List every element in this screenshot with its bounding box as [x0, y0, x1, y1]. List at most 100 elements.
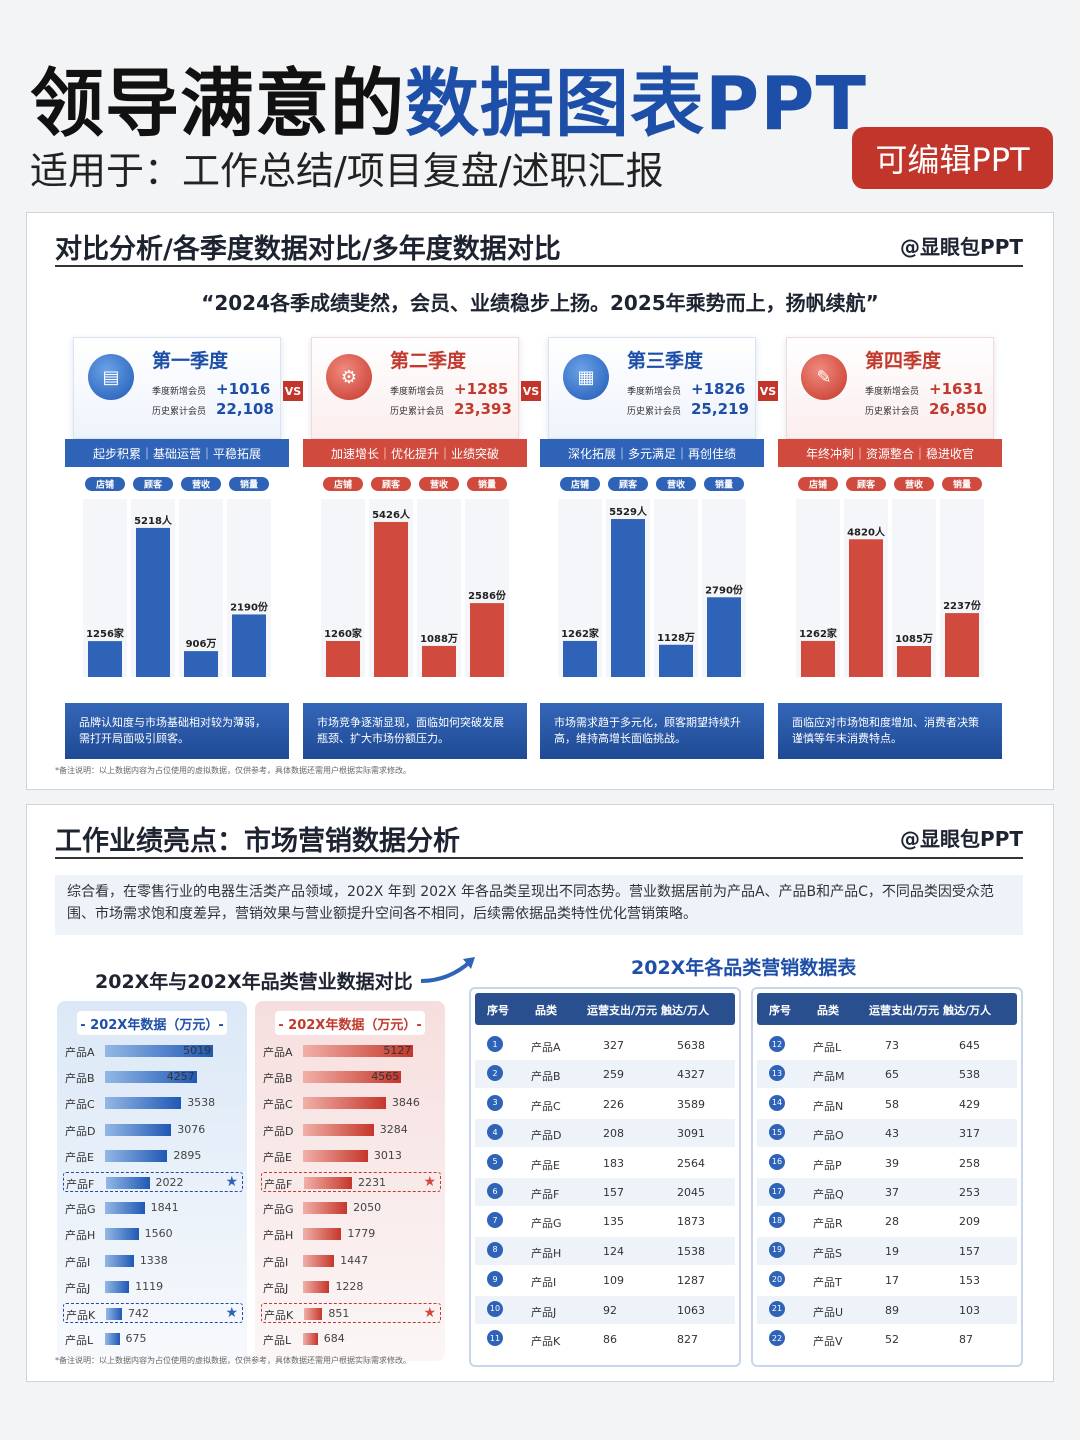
category-label: 店铺 [571, 479, 589, 491]
bar-value-label: 1256家 [86, 627, 125, 640]
table-row: 18 产品R 28 209 [757, 1207, 1017, 1235]
bar-value-label: 684 [323, 1332, 345, 1346]
new-members-row: 季度新增会员 +1826 [627, 380, 746, 398]
total-members-value: 25,219 [691, 400, 749, 418]
compare-bar-row: 产品E 3013 [261, 1146, 441, 1166]
bar-value-label: 3076 [177, 1122, 206, 1136]
bar [303, 1228, 342, 1241]
marketing-analysis-panel: 工作业绩亮点：市场营销数据分析 @显眼包PPT 综合看，在零售行业的电器生活类产… [26, 804, 1054, 1382]
table-row: 10 产品J 92 1063 [475, 1295, 735, 1324]
bar [303, 1149, 368, 1162]
trend-arrow-icon [420, 957, 475, 983]
category-pill [560, 477, 600, 491]
bar [105, 1333, 120, 1346]
star-icon: ★ [423, 1174, 436, 1190]
row-number-badge: 11 [487, 1330, 503, 1346]
new-members-row: 季度新增会员 +1285 [390, 380, 509, 398]
compare-bar-row: 产品K 742 ★ [63, 1303, 243, 1323]
category-label: 顾客 [619, 479, 638, 491]
category-label: 产品F [66, 1178, 95, 1191]
category-cell: 产品R [813, 1217, 843, 1231]
reach-cell: 2564 [677, 1156, 705, 1170]
spend-cell: 37 [885, 1186, 899, 1199]
spend-cell: 65 [885, 1068, 899, 1082]
bar-value-label: 1779 [347, 1227, 376, 1241]
row-number-badge: 18 [769, 1212, 785, 1229]
category-label: 产品H [65, 1229, 96, 1243]
table-row: 15 产品O 43 317 [757, 1119, 1017, 1148]
bar [303, 1071, 402, 1084]
reach-cell: 429 [959, 1097, 980, 1111]
quarter-tagline: 加速增长｜优化提升｜业绩突破 [303, 439, 527, 467]
category-label: 产品I [263, 1255, 289, 1269]
reach-cell: 645 [959, 1039, 980, 1052]
bar [232, 614, 266, 677]
bar-value-label: 2022 [155, 1176, 184, 1189]
compare-bar-row: 产品H 1560 [63, 1224, 243, 1244]
category-label: 产品A [263, 1046, 293, 1059]
compare-bar-row: 产品B 4257 [63, 1067, 243, 1087]
bar-value-label: 1119 [135, 1279, 164, 1293]
quarter-footer: 品牌认知度与市场基础相对较为薄弱，需打开局面吸引顾客。 [65, 703, 289, 759]
bar-value-label: 1228 [335, 1279, 364, 1293]
category-label: 营收 [905, 479, 923, 491]
bar-value-label: 5426人 [372, 508, 411, 521]
category-cell: 产品F [531, 1188, 560, 1201]
spend-cell: 89 [885, 1303, 899, 1317]
quarter-tagline: 年终冲刺｜资源整合｜稳进收官 [778, 439, 1002, 467]
spend-cell: 17 [885, 1274, 899, 1288]
table-row: 20 产品T 17 153 [757, 1266, 1017, 1294]
bar [303, 1123, 374, 1136]
quarter-chart-svg: 店铺 1256家 顾客 5218人 营收 906万 销量 2190份 [83, 477, 271, 677]
table-header: 序号 品类 运营支出/万元 触达/万人 [757, 993, 1017, 1025]
header-cell: 触达/万人 [661, 1004, 710, 1017]
bar-track [179, 499, 223, 677]
category-label: 顾客 [857, 479, 876, 491]
bar [105, 1228, 139, 1241]
category-label: 产品D [263, 1124, 294, 1138]
reach-cell: 87 [959, 1333, 973, 1346]
table-row: 1 产品A 327 5638 [475, 1031, 735, 1059]
reach-cell: 827 [677, 1333, 698, 1346]
quarter-name: 第一季度 [152, 350, 229, 372]
compare-bar-row: 产品L 675 [63, 1329, 243, 1349]
row-number-badge: 21 [769, 1300, 785, 1317]
header-cell: 品类 [817, 1004, 839, 1017]
row-number-badge: 1 [487, 1036, 503, 1052]
quarter-card: ▦ 第三季度 季度新增会员 +1826 历史累计会员 25,219 深化拓展｜多元满足｜再创… [540, 331, 764, 763]
star-icon: ★ [225, 1305, 238, 1321]
bar [136, 527, 170, 677]
category-pill [85, 477, 125, 491]
category-cell: 产品B [531, 1070, 561, 1084]
bar [105, 1097, 182, 1110]
bar-value-label: 1338 [139, 1253, 168, 1267]
bar [105, 1254, 134, 1267]
bar [422, 645, 456, 677]
bar-value-label: 2237份 [943, 599, 982, 612]
new-members-row: 季度新增会员 +1016 [152, 380, 271, 398]
page-title: 领导满意的数据图表PPT [30, 44, 867, 151]
row-number-badge: 10 [487, 1300, 503, 1317]
editable-ppt-badge[interactable]: 可编辑PPT [852, 127, 1053, 189]
row-number-badge: 8 [487, 1241, 503, 1258]
category-label: 产品G [263, 1203, 294, 1217]
brand-label: @显眼包PPT [900, 827, 1023, 851]
title-blue-part: 数据图表PPT [405, 61, 867, 147]
table-row: 2 产品B 259 4327 [475, 1060, 735, 1089]
category-label: 产品D [65, 1124, 96, 1138]
table-row: 6 产品F 157 2045 [475, 1178, 735, 1206]
row-number-badge: 9 [487, 1271, 503, 1288]
spend-cell: 58 [885, 1097, 899, 1111]
category-label: 产品C [65, 1098, 95, 1112]
reach-cell: 209 [959, 1215, 980, 1229]
new-members-value: +1285 [454, 380, 509, 398]
bar [106, 1308, 122, 1320]
category-pill [704, 477, 744, 491]
category-label: 产品K [66, 1309, 96, 1322]
spend-cell: 226 [603, 1097, 624, 1111]
bar [563, 640, 597, 677]
category-cell: 产品N [813, 1099, 844, 1113]
category-label: 产品L [263, 1334, 292, 1348]
total-members-row: 历史累计会员 23,393 [390, 400, 512, 418]
category-cell: 产品J [531, 1305, 557, 1319]
